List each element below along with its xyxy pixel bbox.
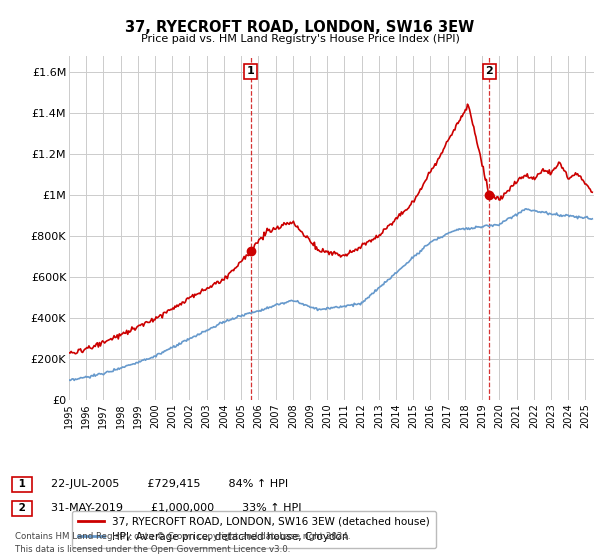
Legend: 37, RYECROFT ROAD, LONDON, SW16 3EW (detached house), HPI: Average price, detach: 37, RYECROFT ROAD, LONDON, SW16 3EW (det…: [71, 511, 436, 548]
Text: 2: 2: [15, 503, 29, 514]
Text: Contains HM Land Registry data © Crown copyright and database right 2024.: Contains HM Land Registry data © Crown c…: [15, 532, 350, 541]
Text: 2: 2: [485, 67, 493, 77]
Text: 22-JUL-2005        £729,415        84% ↑ HPI: 22-JUL-2005 £729,415 84% ↑ HPI: [51, 479, 288, 489]
Text: 37, RYECROFT ROAD, LONDON, SW16 3EW: 37, RYECROFT ROAD, LONDON, SW16 3EW: [125, 20, 475, 35]
Text: 1: 1: [247, 67, 254, 77]
Text: 31-MAY-2019        £1,000,000        33% ↑ HPI: 31-MAY-2019 £1,000,000 33% ↑ HPI: [51, 503, 302, 514]
Text: 1: 1: [15, 479, 29, 489]
Text: This data is licensed under the Open Government Licence v3.0.: This data is licensed under the Open Gov…: [15, 545, 290, 554]
Text: Price paid vs. HM Land Registry's House Price Index (HPI): Price paid vs. HM Land Registry's House …: [140, 34, 460, 44]
